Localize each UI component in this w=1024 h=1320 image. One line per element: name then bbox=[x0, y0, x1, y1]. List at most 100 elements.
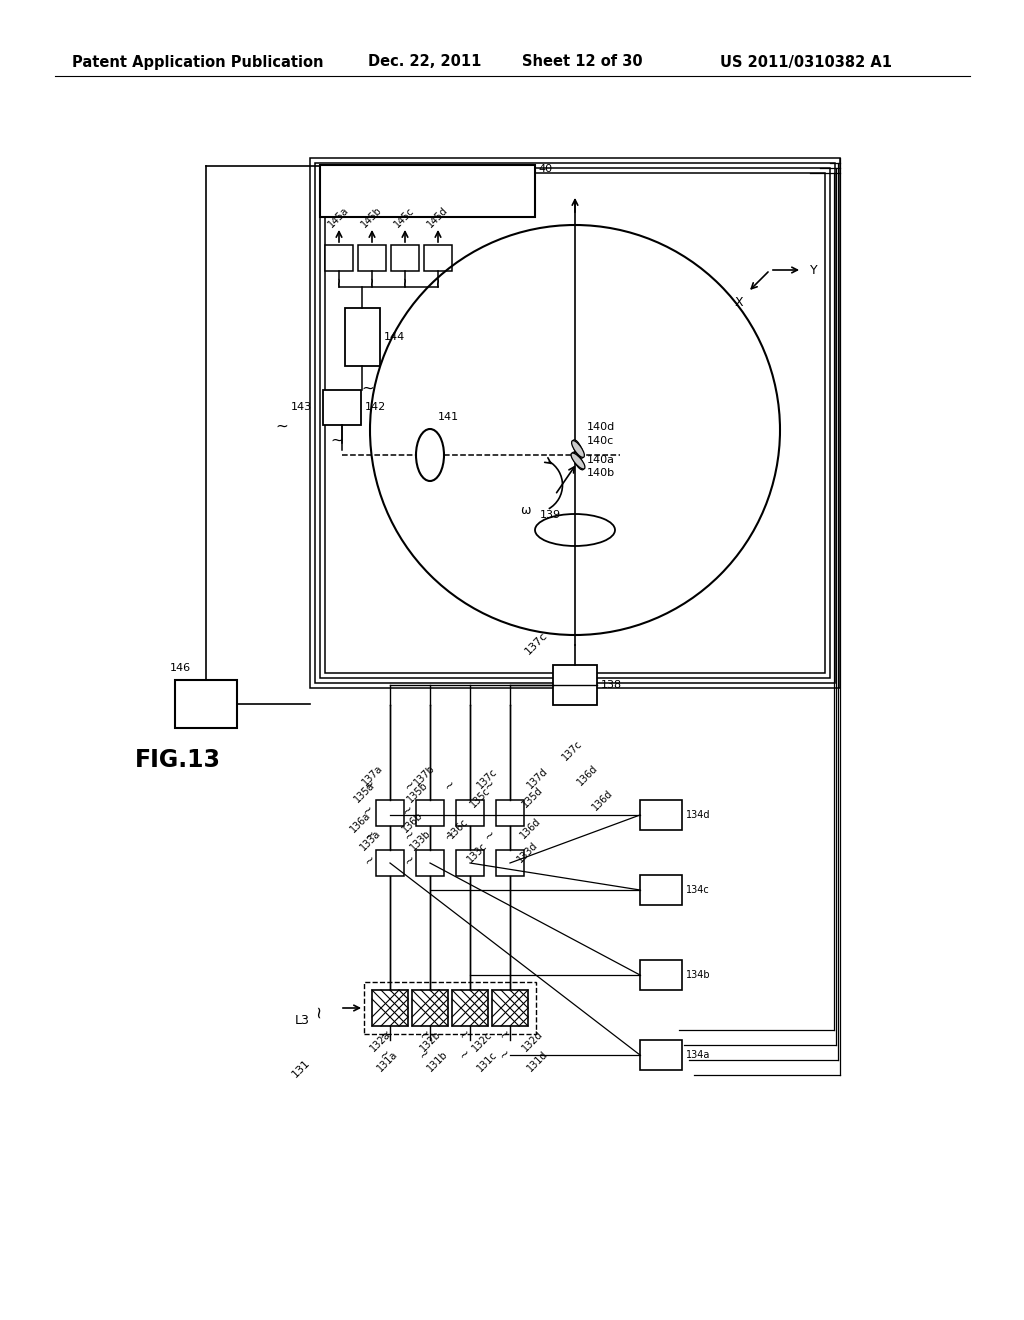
Text: 131b: 131b bbox=[425, 1049, 450, 1073]
Text: ~: ~ bbox=[401, 851, 419, 869]
Text: 135a: 135a bbox=[352, 780, 377, 804]
Text: 131a: 131a bbox=[375, 1049, 399, 1073]
Text: 144: 144 bbox=[384, 333, 406, 342]
Bar bbox=[319, 168, 830, 678]
Text: 131: 131 bbox=[290, 1057, 312, 1078]
Text: 131c: 131c bbox=[475, 1049, 499, 1073]
Text: 136b: 136b bbox=[400, 809, 425, 834]
Bar bbox=[364, 982, 536, 1034]
Bar bbox=[416, 850, 444, 876]
Text: 136d: 136d bbox=[518, 816, 543, 841]
Text: 132d: 132d bbox=[520, 1028, 545, 1053]
Text: ~: ~ bbox=[417, 1026, 433, 1043]
Text: 133c: 133c bbox=[465, 840, 488, 863]
Text: 137c: 137c bbox=[523, 630, 549, 656]
Text: 137d: 137d bbox=[525, 766, 550, 791]
Text: ~: ~ bbox=[497, 1045, 513, 1063]
Text: 131d: 131d bbox=[525, 1049, 550, 1073]
Text: ~: ~ bbox=[310, 1005, 328, 1018]
Text: X: X bbox=[735, 296, 743, 309]
Text: ~: ~ bbox=[497, 1026, 513, 1043]
Text: 136a: 136a bbox=[348, 810, 373, 834]
Bar bbox=[391, 246, 419, 271]
Ellipse shape bbox=[571, 441, 585, 458]
Text: ~: ~ bbox=[441, 826, 459, 843]
Text: ~: ~ bbox=[431, 276, 444, 286]
Text: 132b: 132b bbox=[418, 1028, 442, 1053]
Bar bbox=[376, 850, 404, 876]
Bar bbox=[372, 990, 408, 1026]
Text: ~: ~ bbox=[481, 776, 499, 793]
Bar bbox=[315, 162, 835, 682]
Text: 135d: 135d bbox=[520, 785, 545, 809]
Text: Dec. 22, 2011: Dec. 22, 2011 bbox=[368, 54, 481, 70]
Text: 132c: 132c bbox=[470, 1030, 494, 1053]
Text: 134c: 134c bbox=[686, 884, 710, 895]
Bar bbox=[376, 800, 404, 826]
Bar bbox=[310, 158, 840, 688]
Text: ω: ω bbox=[520, 503, 530, 516]
Text: Sheet 12 of 30: Sheet 12 of 30 bbox=[522, 54, 643, 70]
Bar bbox=[175, 680, 237, 729]
Text: 145b: 145b bbox=[359, 205, 384, 230]
Bar bbox=[325, 246, 353, 271]
Text: 139: 139 bbox=[540, 510, 561, 520]
Text: ~: ~ bbox=[457, 1045, 473, 1063]
Text: 132a: 132a bbox=[368, 1028, 392, 1053]
Text: ~: ~ bbox=[331, 433, 343, 447]
Text: 140c: 140c bbox=[587, 436, 614, 446]
Text: 145a: 145a bbox=[326, 205, 350, 230]
Ellipse shape bbox=[571, 453, 585, 469]
Bar bbox=[640, 800, 682, 830]
Text: ~: ~ bbox=[441, 776, 459, 793]
Text: ~: ~ bbox=[481, 826, 499, 843]
Text: ~: ~ bbox=[361, 851, 378, 869]
Bar bbox=[319, 165, 535, 216]
Text: 136c: 136c bbox=[446, 816, 470, 840]
Bar bbox=[452, 990, 488, 1026]
Text: ~: ~ bbox=[399, 801, 417, 818]
Bar bbox=[323, 389, 361, 425]
Text: ~: ~ bbox=[366, 276, 379, 286]
Text: 135b: 135b bbox=[406, 780, 430, 804]
Bar bbox=[640, 875, 682, 906]
Bar bbox=[492, 990, 528, 1026]
Text: 133a: 133a bbox=[358, 828, 382, 853]
Bar bbox=[456, 800, 484, 826]
Text: 136d: 136d bbox=[590, 788, 614, 812]
Text: ~: ~ bbox=[417, 1045, 433, 1063]
Bar bbox=[416, 800, 444, 826]
Ellipse shape bbox=[572, 440, 584, 458]
Text: 40: 40 bbox=[538, 164, 552, 174]
Text: ~: ~ bbox=[377, 1045, 393, 1063]
Text: 133b: 133b bbox=[408, 828, 432, 853]
Text: ~: ~ bbox=[401, 776, 419, 793]
Text: US 2011/0310382 A1: US 2011/0310382 A1 bbox=[720, 54, 892, 70]
Text: 134b: 134b bbox=[686, 970, 711, 979]
Text: ~: ~ bbox=[398, 276, 412, 286]
Ellipse shape bbox=[572, 453, 584, 470]
Bar bbox=[424, 246, 452, 271]
Text: 134a: 134a bbox=[686, 1049, 711, 1060]
Text: 145d: 145d bbox=[425, 205, 450, 230]
Text: 140b: 140b bbox=[587, 469, 615, 478]
Text: Y: Y bbox=[810, 264, 817, 276]
Text: ~: ~ bbox=[333, 276, 345, 286]
Text: ~: ~ bbox=[361, 776, 378, 793]
Text: 140d: 140d bbox=[587, 422, 615, 432]
Text: 134d: 134d bbox=[686, 810, 711, 820]
Text: Patent Application Publication: Patent Application Publication bbox=[72, 54, 324, 70]
Text: ~: ~ bbox=[361, 380, 375, 396]
Text: 143: 143 bbox=[291, 403, 312, 412]
Text: 141: 141 bbox=[438, 412, 459, 422]
Text: ~: ~ bbox=[401, 826, 419, 843]
Text: ~: ~ bbox=[377, 1026, 393, 1043]
Text: ~: ~ bbox=[457, 1026, 473, 1043]
Text: ~: ~ bbox=[359, 801, 376, 818]
Text: 145c: 145c bbox=[392, 205, 416, 228]
Text: ~: ~ bbox=[361, 826, 378, 843]
Bar bbox=[412, 990, 449, 1026]
Bar bbox=[456, 850, 484, 876]
Text: 142: 142 bbox=[365, 403, 386, 412]
Text: ~: ~ bbox=[275, 418, 289, 433]
